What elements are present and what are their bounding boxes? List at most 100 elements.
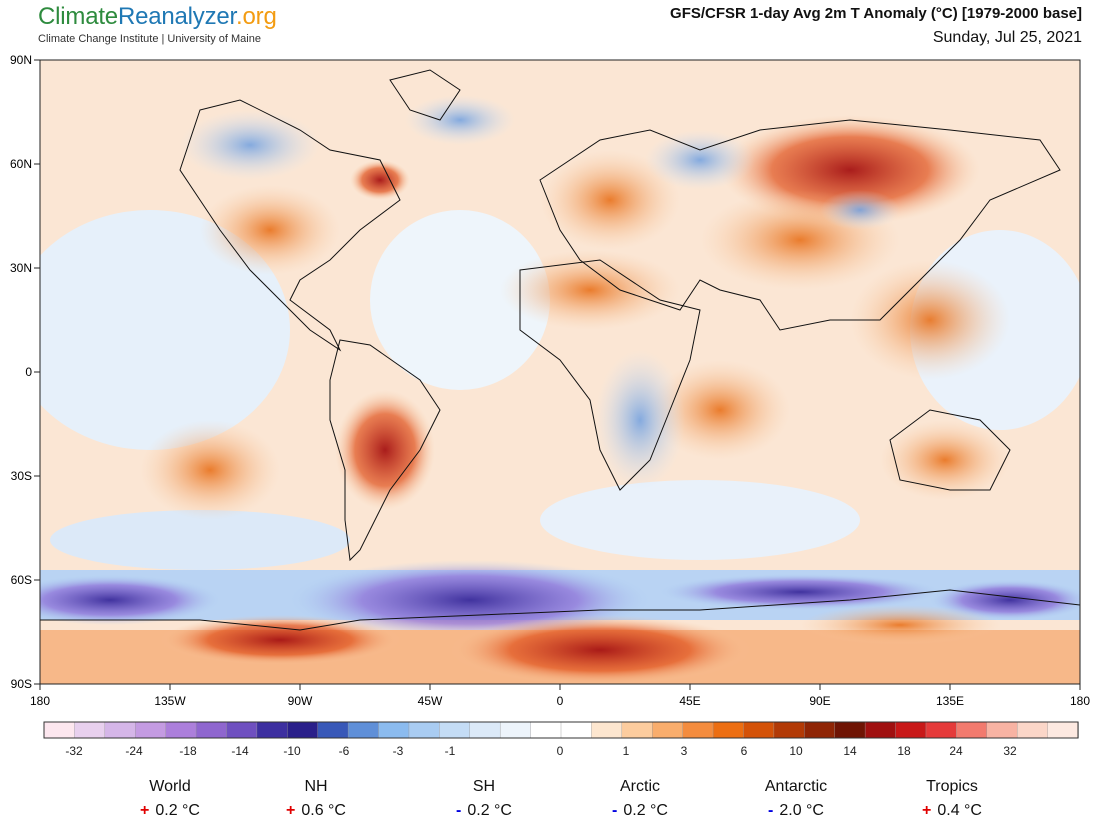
lat-axis: 90N 60N 30N 0 30S 60S 90S [10, 53, 40, 691]
stat-name: SH [472, 778, 496, 795]
stat-tropics: Tropics +0.4 °C [872, 778, 1032, 820]
lat-label: 60S [11, 573, 32, 587]
legend-swatch [439, 721, 471, 739]
legend-swatch [895, 721, 927, 739]
stat-world: World +0.2 °C [90, 778, 250, 820]
legend-label: -18 [179, 744, 197, 758]
legend-swatch [165, 721, 197, 739]
legend-label: -24 [125, 744, 143, 758]
legend-label: 10 [789, 744, 803, 758]
stat-sign: + [286, 802, 296, 819]
legend-swatch [499, 721, 532, 739]
stat-value: +0.6 °C [236, 802, 396, 820]
legend-label: 3 [680, 744, 688, 758]
lat-label: 0 [25, 365, 32, 379]
legend-swatch [408, 721, 441, 739]
lat-label: 90S [11, 677, 32, 691]
stat-antarctic: Antarctic -2.0 °C [716, 778, 876, 820]
stat-nh: NH +0.6 °C [236, 778, 396, 820]
legend-swatch [378, 721, 410, 739]
legend-label: 6 [740, 744, 748, 758]
lat-label: 90N [10, 53, 32, 67]
legend-label: 24 [949, 744, 963, 758]
legend-swatch [530, 721, 562, 739]
lon-label: 45W [418, 694, 443, 708]
stat-number: 0.2 °C [467, 802, 512, 819]
legend-swatch [743, 721, 775, 739]
stat-sign: + [922, 802, 932, 819]
legend-label: 14 [843, 744, 857, 758]
legend-swatch [773, 721, 805, 739]
lon-label: 90W [288, 694, 313, 708]
legend-label: -14 [231, 744, 249, 758]
brand-reanalyzer: Reanalyzer [117, 3, 237, 30]
lon-label: 90E [809, 694, 830, 708]
legend-swatch [621, 721, 653, 739]
stat-sign: - [456, 802, 462, 819]
stat-sign: - [768, 802, 774, 819]
stat-sh: SH -0.2 °C [404, 778, 564, 820]
legend-swatch [834, 721, 866, 739]
stat-value: -0.2 °C [404, 802, 564, 820]
legend-swatch [469, 721, 501, 739]
legend-swatch [804, 721, 836, 739]
stat-value: -2.0 °C [716, 802, 876, 820]
legend-swatch [1016, 721, 1049, 739]
legend-label: -1 [444, 744, 456, 758]
legend-frame [43, 721, 1079, 739]
legend-label: -32 [65, 744, 83, 758]
stat-sign: + [140, 802, 150, 819]
legend-swatch [195, 721, 228, 739]
stat-name: Antarctic [764, 778, 828, 795]
legend-swatch [682, 721, 714, 739]
map-title: GFS/CFSR 1-day Avg 2m T Anomaly (°C) [19… [670, 5, 1082, 22]
legend-swatch [104, 721, 136, 739]
coastlines [40, 69, 1080, 631]
legend-swatch [135, 721, 167, 739]
stat-name: World [149, 778, 191, 795]
stat-value: +0.4 °C [872, 802, 1032, 820]
color-legend [43, 721, 1079, 739]
stat-number: 0.4 °C [937, 802, 982, 819]
lon-label: 45E [679, 694, 700, 708]
legend-swatch [986, 721, 1018, 739]
lon-axis: 180 135W 90W 45W 0 45E 90E 135E 180 [30, 684, 1090, 708]
legend-label: 1 [622, 744, 630, 758]
legend-swatch [864, 721, 897, 739]
stat-name: NH [304, 778, 328, 795]
anomaly-field [40, 60, 1080, 684]
stat-sign: - [612, 802, 618, 819]
legend-swatch [560, 721, 593, 739]
stat-number: 0.2 °C [155, 802, 200, 819]
legend-swatch [956, 721, 988, 739]
legend-swatch [256, 721, 288, 739]
lon-label: 135W [154, 694, 186, 708]
lat-label: 30S [11, 469, 32, 483]
legend-label: -3 [392, 744, 404, 758]
anomaly-map: 90N 60N 30N 0 30S 60S 90S 180 135W 90W 45W 0 45E 90E… [10, 53, 1090, 739]
stat-number: 0.6 °C [301, 802, 346, 819]
legend-label: -10 [283, 744, 301, 758]
legend-swatch [1047, 721, 1079, 739]
brand-climate: Climate [38, 3, 118, 30]
legend-swatch [74, 721, 106, 739]
legend-label: -6 [338, 744, 350, 758]
legend-swatch [652, 721, 684, 739]
legend-swatch [43, 721, 76, 739]
legend-label: 18 [897, 744, 911, 758]
map-date: Sunday, Jul 25, 2021 [932, 29, 1082, 46]
stat-arctic: Arctic -0.2 °C [560, 778, 720, 820]
stat-name: Arctic [620, 778, 660, 795]
legend-swatch [712, 721, 745, 739]
legend-swatch [347, 721, 380, 739]
legend-swatch [925, 721, 958, 739]
lon-label: 0 [557, 694, 564, 708]
brand-org: .org [236, 3, 277, 30]
legend-label: 0 [556, 744, 564, 758]
region-stats: World +0.2 °C NH +0.6 °C SH -0.2 °C Arctic -0.2… [0, 778, 1100, 828]
site-brand[interactable]: ClimateReanalyzer.org [38, 3, 277, 31]
legend-swatch [591, 721, 623, 739]
lat-label: 60N [10, 157, 32, 171]
stat-number: 2.0 °C [779, 802, 824, 819]
lon-label: 180 [30, 694, 50, 708]
